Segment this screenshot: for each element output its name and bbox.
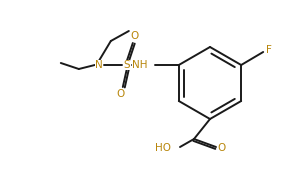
Text: N: N — [95, 60, 103, 70]
Text: HO: HO — [155, 143, 171, 153]
Text: O: O — [218, 143, 226, 153]
Text: F: F — [266, 45, 272, 55]
Text: S: S — [124, 60, 130, 70]
Text: NH: NH — [132, 60, 148, 70]
Text: O: O — [117, 89, 125, 99]
Text: O: O — [131, 31, 139, 41]
